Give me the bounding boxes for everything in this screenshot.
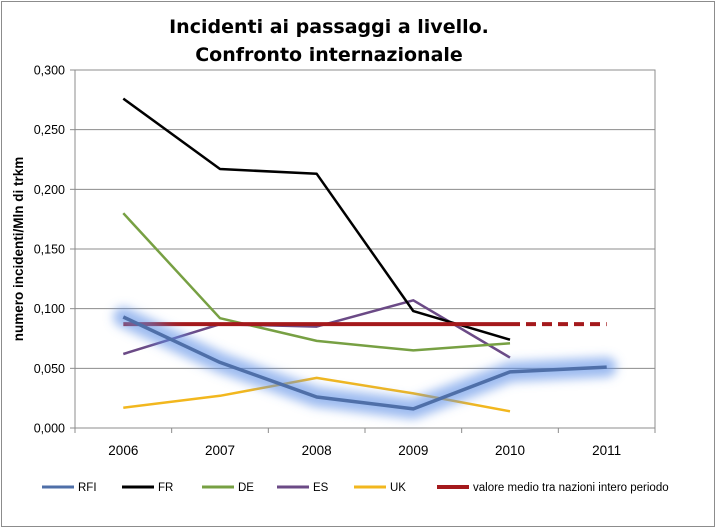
legend-item-uk: UK: [354, 482, 406, 494]
x-axis-ticks: 2006 2007 2008 2009 2010 2011: [74, 428, 656, 458]
legend-item-fr: FR: [122, 482, 173, 494]
x-tick-label: 2006: [108, 443, 138, 458]
y-axis-label: numero incidenti/Mln di trkm: [11, 157, 26, 342]
series-layer: [113, 97, 617, 419]
legend: RFI FR DE ES UK valore medio tra nazioni inte…: [42, 482, 669, 494]
legend-label: FR: [158, 482, 173, 494]
legend-label: RFI: [78, 482, 97, 494]
y-tick-label: 0,150: [34, 243, 65, 257]
legend-item-es: ES: [277, 482, 329, 494]
series-rfi: [113, 307, 617, 419]
y-tick-label: 0,100: [34, 302, 65, 316]
legend-item-de: DE: [202, 482, 254, 494]
chart-title-line-1: Incidenti ai passaggi a livello.: [169, 16, 489, 38]
legend-item-valore-medio-tra-nazioni-intero-periodo: valore medio tra nazioni intero periodo: [437, 482, 669, 494]
y-tick-label: 0,300: [34, 64, 65, 78]
legend-label: DE: [238, 482, 254, 494]
x-tick-label: 2007: [205, 443, 235, 458]
series-de: [122, 212, 511, 352]
chart-title-line-2: Confronto internazionale: [195, 44, 463, 66]
y-tick-label: 0,250: [34, 123, 65, 137]
legend-label: ES: [313, 482, 329, 494]
x-tick-label: 2009: [398, 443, 428, 458]
series-fr: [122, 97, 511, 341]
series-line: [122, 315, 607, 411]
y-tick-label: 0,200: [34, 183, 65, 197]
y-axis-ticks: 0,000 0,050 0,100 0,150 0,200 0,250 0,300: [34, 64, 75, 436]
x-tick-label: 2011: [592, 443, 621, 458]
y-tick-label: 0,050: [34, 362, 65, 376]
legend-label: UK: [390, 482, 406, 494]
legend-label: valore medio tra nazioni intero periodo: [473, 482, 669, 494]
x-tick-label: 2008: [302, 443, 332, 458]
legend-item-rfi: RFI: [42, 482, 97, 494]
y-tick-label: 0,000: [34, 422, 65, 436]
x-tick-label: 2010: [495, 443, 525, 458]
gridlines: [75, 129, 655, 369]
